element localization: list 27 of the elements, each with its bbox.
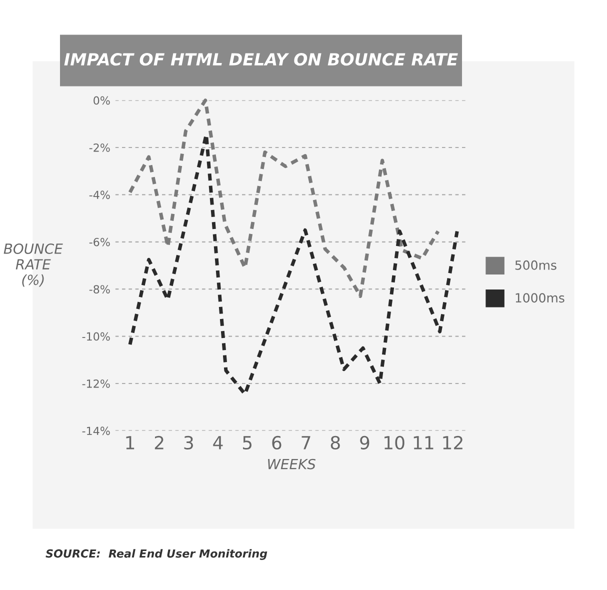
x-axis-title: WEEKS [268, 458, 316, 470]
x-tick-label: 1 [126, 436, 134, 450]
x-tick-label: 7 [302, 436, 310, 450]
x-tick-label: 6 [272, 436, 282, 450]
y-tick-label: -12% [82, 379, 110, 388]
legend-label: 1000ms [516, 293, 564, 303]
y-axis-title: BOUNCE RATE (%) [4, 243, 63, 287]
chart-title: IMPACT OF HTML DELAY ON BOUNCE RATE [64, 53, 458, 66]
x-tick-label: 11 [414, 436, 434, 450]
source-note: SOURCE: Real End User Monitoring [46, 549, 268, 560]
x-tick-label: 5 [243, 436, 252, 450]
x-tick-label: 3 [184, 436, 193, 450]
x-tick-label: 10 [384, 436, 404, 450]
x-tick-label: 8 [330, 436, 340, 450]
y-tick-label: -6% [89, 238, 110, 246]
x-tick-label: 4 [213, 436, 223, 450]
x-tick-label: 12 [443, 436, 462, 450]
x-tick-label: 2 [154, 436, 164, 450]
y-tick-label: 0% [94, 96, 110, 105]
legend-label: 500ms [515, 260, 556, 270]
y-tick-label: -4% [89, 190, 110, 200]
y-tick-label: -8% [89, 285, 110, 294]
x-tick-label: 9 [360, 436, 370, 450]
y-tick-label: -10% [82, 332, 110, 341]
y-tick-label: -14% [82, 426, 110, 436]
y-tick-label: -2% [89, 143, 110, 152]
line-series [128, 98, 440, 298]
